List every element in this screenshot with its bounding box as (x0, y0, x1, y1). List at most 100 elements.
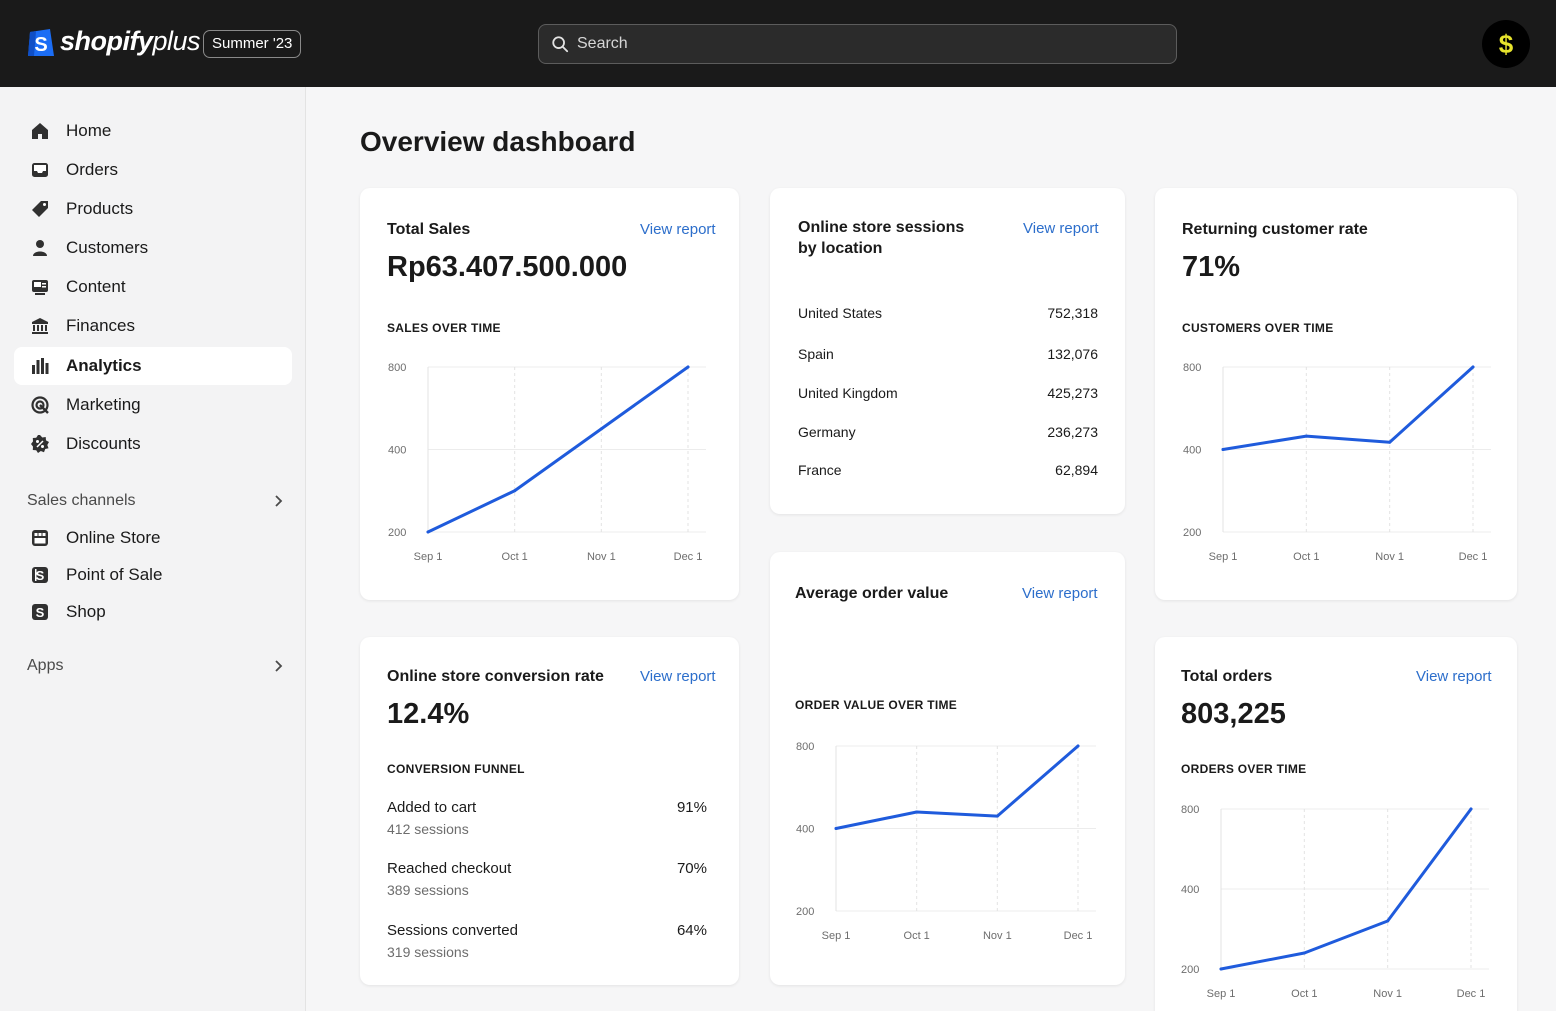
location-sessions: 62,894 (1055, 462, 1098, 478)
returning-customer-rate-card: Returning customer rate 71% CUSTOMERS OV… (1155, 188, 1517, 600)
sidebar-item-online-store[interactable]: Online Store (14, 519, 292, 557)
sidebar: Home Orders Products Customers Content F… (0, 87, 306, 1011)
y-tick-label: 200 (388, 527, 406, 539)
x-tick-label: Nov 1 (1373, 988, 1402, 1000)
view-report-link[interactable]: View report (1023, 220, 1099, 237)
data-point (513, 489, 517, 493)
x-tick-label: Dec 1 (1064, 930, 1093, 942)
funnel-row: Added to cart 412 sessions 91% (387, 799, 707, 837)
view-report-link[interactable]: View report (1416, 668, 1492, 685)
data-point (1076, 744, 1080, 748)
edition-badge[interactable]: Summer '23 (203, 30, 302, 58)
apps-header[interactable]: Apps (27, 657, 285, 675)
sidebar-item-label: Products (66, 199, 134, 218)
card-title: Returning customer rate (1182, 221, 1368, 238)
sidebar-item-shop[interactable]: S Shop (14, 593, 292, 631)
chart-subhead: SALES OVER TIME (387, 321, 501, 335)
chevron-right-icon (275, 660, 283, 672)
sidebar-item-customers[interactable]: Customers (14, 229, 292, 267)
customers-chart: 200 400 800 Sep 1 Oct 1 Nov 1 Dec 1 (1183, 362, 1491, 563)
x-tick-label: Sep 1 (822, 930, 851, 942)
card-title-line: by location (798, 240, 883, 257)
view-report-link[interactable]: View report (640, 668, 716, 685)
page-title: Overview dashboard (360, 126, 636, 157)
total-sales-card: Total Sales View report Rp63.407.500.000… (360, 188, 739, 600)
store-avatar[interactable]: $ (1482, 20, 1530, 68)
y-tick-label: 400 (388, 445, 406, 457)
view-report-link[interactable]: View report (1022, 585, 1098, 602)
view-report-link[interactable]: View report (640, 221, 716, 238)
x-tick-label: Sep 1 (1207, 988, 1236, 1000)
x-tick-label: Oct 1 (904, 930, 930, 942)
data-point (1219, 967, 1223, 971)
orders-chart: 200 400 800 Sep 1 Oct 1 Nov 1 Dec 1 (1181, 804, 1489, 1000)
sidebar-item-analytics[interactable]: Analytics (14, 347, 292, 385)
location-country: Germany (798, 424, 856, 440)
data-point (1469, 807, 1473, 811)
person-icon (28, 236, 52, 260)
search-bar[interactable] (538, 24, 1177, 64)
sidebar-item-marketing[interactable]: Marketing (14, 386, 292, 424)
shopify-plus-logo[interactable]: S shopifyplus (26, 24, 201, 58)
conversion-rate-value: 12.4% (387, 698, 470, 730)
shopify-bag-icon: S (28, 29, 54, 56)
content-icon (28, 275, 52, 299)
location-row: United States 752,318 (798, 305, 1098, 321)
data-point (1471, 365, 1475, 369)
svg-text:S: S (34, 34, 47, 56)
order-value-chart: 200 400 800 Sep 1 Oct 1 Nov 1 Dec 1 (796, 741, 1096, 942)
x-tick-label: Sep 1 (414, 551, 443, 563)
series-line (1221, 365, 1475, 451)
chart-subhead: ORDERS OVER TIME (1181, 762, 1307, 776)
sales-channels-header[interactable]: Sales channels (27, 492, 285, 510)
sidebar-item-home[interactable]: Home (14, 112, 292, 150)
sessions-by-location-card: Online store sessions by location View r… (770, 188, 1125, 514)
bank-icon (28, 314, 52, 338)
location-country: United Kingdom (798, 385, 898, 401)
data-point (834, 827, 838, 830)
storefront-icon (28, 526, 52, 550)
sidebar-item-orders[interactable]: Orders (14, 151, 292, 189)
data-point (915, 810, 919, 814)
location-row: United Kingdom 425,273 (798, 385, 1098, 401)
data-point (1386, 919, 1390, 923)
tag-icon (28, 197, 52, 221)
sidebar-item-products[interactable]: Products (14, 190, 292, 228)
x-tick-label: Nov 1 (1375, 551, 1404, 563)
sidebar-item-discounts[interactable]: Discounts (14, 425, 292, 463)
funnel-row: Sessions converted 319 sessions 64% (387, 922, 707, 960)
funnel-sessions: 389 sessions (387, 882, 469, 898)
x-tick-label: Nov 1 (587, 551, 616, 563)
top-bar: S shopifyplus Summer '23 $ (0, 0, 1556, 87)
funnel-row: Reached checkout 389 sessions 70% (387, 860, 707, 898)
location-sessions: 425,273 (1047, 385, 1098, 401)
sidebar-item-label: Discounts (66, 434, 141, 453)
y-tick-label: 400 (796, 824, 814, 836)
sidebar-item-point-of-sale[interactable]: S Point of Sale (14, 556, 292, 594)
total-sales-value: Rp63.407.500.000 (387, 251, 628, 283)
section-label: Sales channels (27, 492, 136, 509)
shop-icon: S (28, 600, 52, 624)
location-country: France (798, 462, 842, 478)
svg-text:S: S (36, 568, 45, 583)
section-label: Apps (27, 657, 64, 674)
data-point (1388, 440, 1392, 444)
card-title: Total Sales (387, 221, 471, 238)
discount-icon (28, 432, 52, 456)
funnel-label: Sessions converted (387, 922, 518, 939)
x-tick-label: Oct 1 (1293, 551, 1319, 563)
inbox-icon (28, 158, 52, 182)
data-point (995, 814, 999, 818)
location-row: France 62,894 (798, 462, 1098, 478)
search-input[interactable] (577, 35, 1137, 53)
x-tick-label: Dec 1 (674, 551, 703, 563)
y-tick-label: 200 (796, 906, 814, 918)
sidebar-item-content[interactable]: Content (14, 268, 292, 306)
series-line (834, 744, 1080, 830)
y-tick-label: 200 (1183, 527, 1201, 539)
sidebar-item-finances[interactable]: Finances (14, 307, 292, 345)
sidebar-item-label: Orders (66, 160, 118, 179)
total-orders-card: Total orders View report 803,225 ORDERS … (1155, 637, 1517, 1011)
data-point (1302, 951, 1306, 955)
card-title: Average order value (795, 585, 949, 602)
